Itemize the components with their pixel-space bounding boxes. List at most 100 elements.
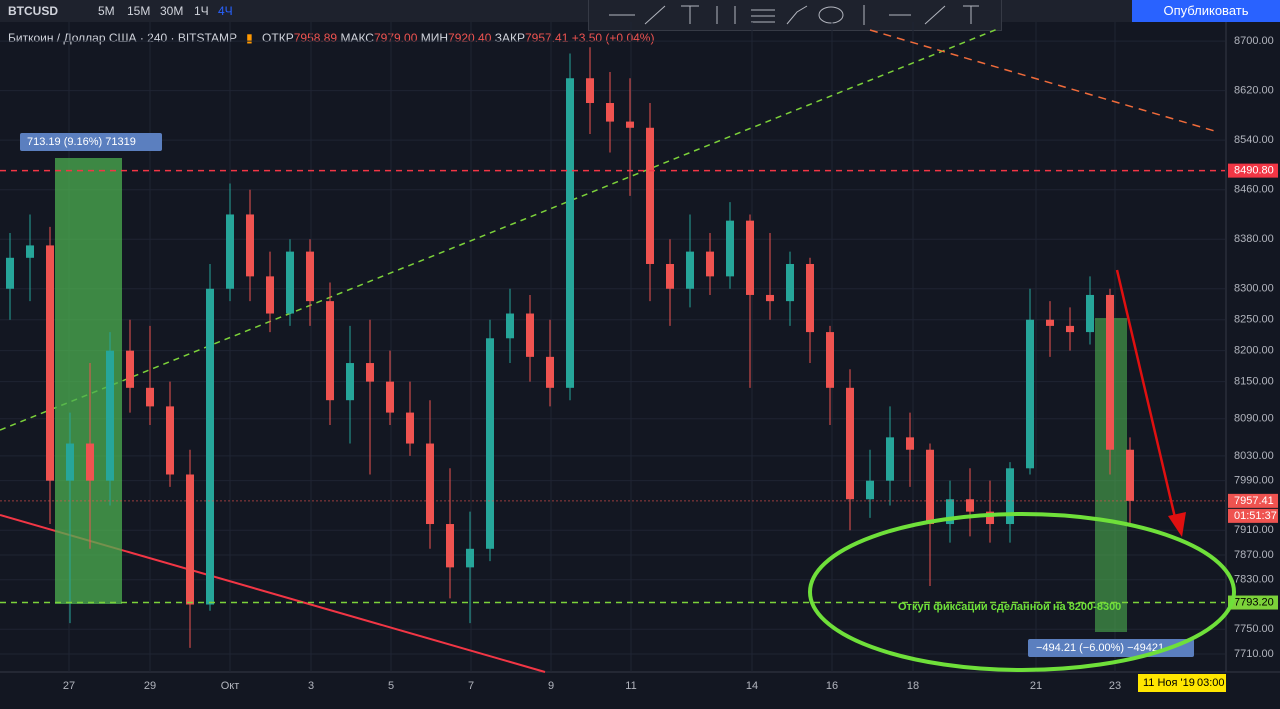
interval[interactable]: 30М <box>160 4 184 18</box>
candle-body <box>966 499 974 512</box>
candle-body <box>786 263 794 302</box>
candle-body <box>686 251 694 289</box>
candle-body <box>746 220 754 295</box>
x-tick-label: 9 <box>548 680 554 692</box>
trendline <box>0 27 1001 431</box>
value: 7958.89 <box>293 31 338 45</box>
symbol-title: Биткоин / Доллар США · 240 · BITSTAMP <box>8 31 237 45</box>
tool-icons[interactable] <box>609 5 979 25</box>
candle-body <box>166 406 174 475</box>
publish-button[interactable]: Опубликовать <box>1132 0 1280 22</box>
x-tick-label: 27 <box>63 680 75 692</box>
interval[interactable]: 1Ч <box>194 4 209 18</box>
candle-body <box>126 350 134 388</box>
x-tick-label: 29 <box>144 680 156 692</box>
candle-body <box>506 313 514 339</box>
crosshair-tag <box>1138 674 1226 692</box>
candle-body <box>926 449 934 525</box>
price-tag-label: 7793.20 <box>1234 596 1274 608</box>
arrow-head <box>1168 512 1186 537</box>
y-tick-label: 8090.00 <box>1234 413 1274 425</box>
candle-body <box>346 363 354 401</box>
measure-box <box>55 158 122 604</box>
candle-body <box>906 437 914 450</box>
grid <box>0 22 1225 672</box>
x-tick-label: 3 <box>308 680 314 692</box>
candle-body <box>226 214 234 289</box>
x-tick-label: 21 <box>1030 680 1042 692</box>
candle-body <box>1046 319 1054 326</box>
x-tick-label: 7 <box>468 680 474 692</box>
trendline <box>0 514 546 673</box>
candle-body <box>1106 294 1114 450</box>
y-tick-label: 8300.00 <box>1234 283 1274 295</box>
candle-body <box>846 387 854 500</box>
interval[interactable]: 5М <box>98 4 115 18</box>
symbol[interactable]: BTCUSD <box>8 4 58 18</box>
candle-body <box>766 294 774 302</box>
candle-body <box>726 220 734 277</box>
label: ЗАКР <box>494 31 525 45</box>
candles <box>6 47 1134 648</box>
value: 7979.00 <box>373 31 418 45</box>
candle-body <box>1006 468 1014 525</box>
plot: 8490.80 7793.20 7957.41 01:51:37 713.19 (9.1… <box>0 22 1278 673</box>
candle-body <box>666 263 674 289</box>
symbol-legend: Биткоин / Доллар США · 240 · BITSTAMP ▮ … <box>8 31 654 45</box>
candle-body <box>366 363 374 382</box>
flag: ▮ <box>246 31 253 45</box>
price-tag <box>1228 163 1278 178</box>
y-tick-label: 8380.00 <box>1234 233 1274 245</box>
candle-body <box>1066 325 1074 333</box>
price-tag <box>1228 595 1278 610</box>
candle-body <box>586 78 594 104</box>
y-tick-label: 8030.00 <box>1234 450 1274 462</box>
x-tick-label: 18 <box>907 680 919 692</box>
candle-body <box>306 251 314 302</box>
candle-body <box>266 276 274 314</box>
candle-body <box>246 214 254 277</box>
candle-body <box>186 474 194 605</box>
candle-body <box>106 350 114 481</box>
y-tick-label: 8540.00 <box>1234 134 1274 146</box>
y-tick-label: 8250.00 <box>1234 314 1274 326</box>
y-tick-label: 7870.00 <box>1234 549 1274 561</box>
candle-body <box>1126 449 1134 501</box>
candle-body <box>66 443 74 481</box>
candle-body <box>866 480 874 500</box>
y-tick-label: 7750.00 <box>1234 623 1274 635</box>
candle-body <box>986 511 994 525</box>
drawing-palette <box>588 0 1002 31</box>
y-tick-label: 8200.00 <box>1234 345 1274 357</box>
y-tick-label: 8700.00 <box>1234 35 1274 47</box>
highlight-ellipse <box>808 512 1236 672</box>
candle-body <box>46 245 54 481</box>
candle-body <box>546 356 554 388</box>
candle-body <box>566 78 574 388</box>
candle-body <box>146 387 154 407</box>
x-tick-label: 5 <box>388 680 394 692</box>
candle-body <box>446 524 454 568</box>
interval[interactable]: 4Ч <box>218 4 233 18</box>
candle-body <box>826 332 834 388</box>
x-tick-label: 23 <box>1109 680 1121 692</box>
candle-body <box>286 251 294 314</box>
change: +3.50 (+0.04%) <box>571 31 655 45</box>
candle-body <box>886 437 894 481</box>
candle-body <box>646 127 654 264</box>
y-tick-label: 7990.00 <box>1234 475 1274 487</box>
crosshair-time: 03:00 <box>1197 677 1225 689</box>
price-axis <box>1226 22 1280 672</box>
y-tick-label: 7830.00 <box>1234 574 1274 586</box>
y-tick-label: 8620.00 <box>1234 85 1274 97</box>
candle-body <box>466 548 474 568</box>
candle-body <box>526 313 534 357</box>
annotation: Откуп фиксации сделанной на 8200-8300 <box>898 601 1121 613</box>
candle-body <box>26 245 34 258</box>
x-tick-label: 16 <box>826 680 838 692</box>
value: 7920.40 <box>448 31 492 45</box>
interval[interactable]: 15М <box>127 4 151 18</box>
candle-body <box>86 443 94 481</box>
candle-body <box>806 263 814 333</box>
